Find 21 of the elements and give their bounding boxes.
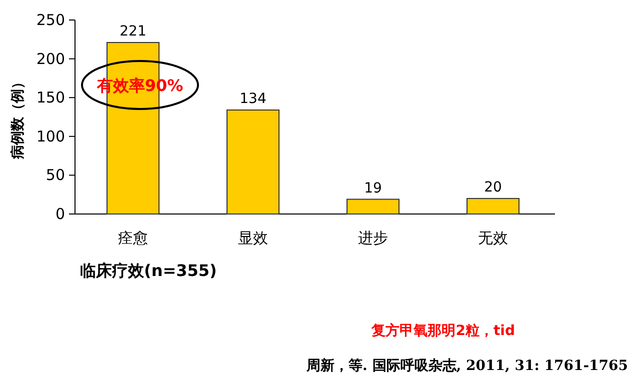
text: 复方甲氧那明2粒，tid: [370, 322, 515, 339]
bar: [226, 110, 280, 214]
data-label: 19: [364, 180, 382, 196]
data-label: 221: [120, 24, 146, 40]
x-tick-label: 痊愈: [118, 229, 148, 247]
x-tick-label: 进步: [358, 229, 388, 247]
y-tick-label: 250: [36, 11, 65, 29]
y-tick-label: 0: [55, 205, 65, 223]
x-tick-label: 显效: [238, 229, 268, 247]
y-axis-title: 病例数（例）: [9, 75, 26, 160]
y-tick-label: 50: [46, 166, 65, 184]
x-axis-title: 临床疗效(n=355): [80, 261, 217, 280]
y-tick-label: 100: [36, 127, 65, 146]
x-tick-label: 无效: [478, 229, 508, 247]
data-label: 20: [484, 179, 502, 196]
text: 周新，等. 国际呼吸杂志, 2011, 31: 1761-1765: [306, 357, 628, 374]
bar: [466, 198, 520, 214]
y-tick-label: 150: [36, 88, 65, 107]
y-tick-label: 200: [36, 50, 65, 68]
bar: [346, 198, 400, 214]
data-label: 134: [240, 91, 266, 108]
